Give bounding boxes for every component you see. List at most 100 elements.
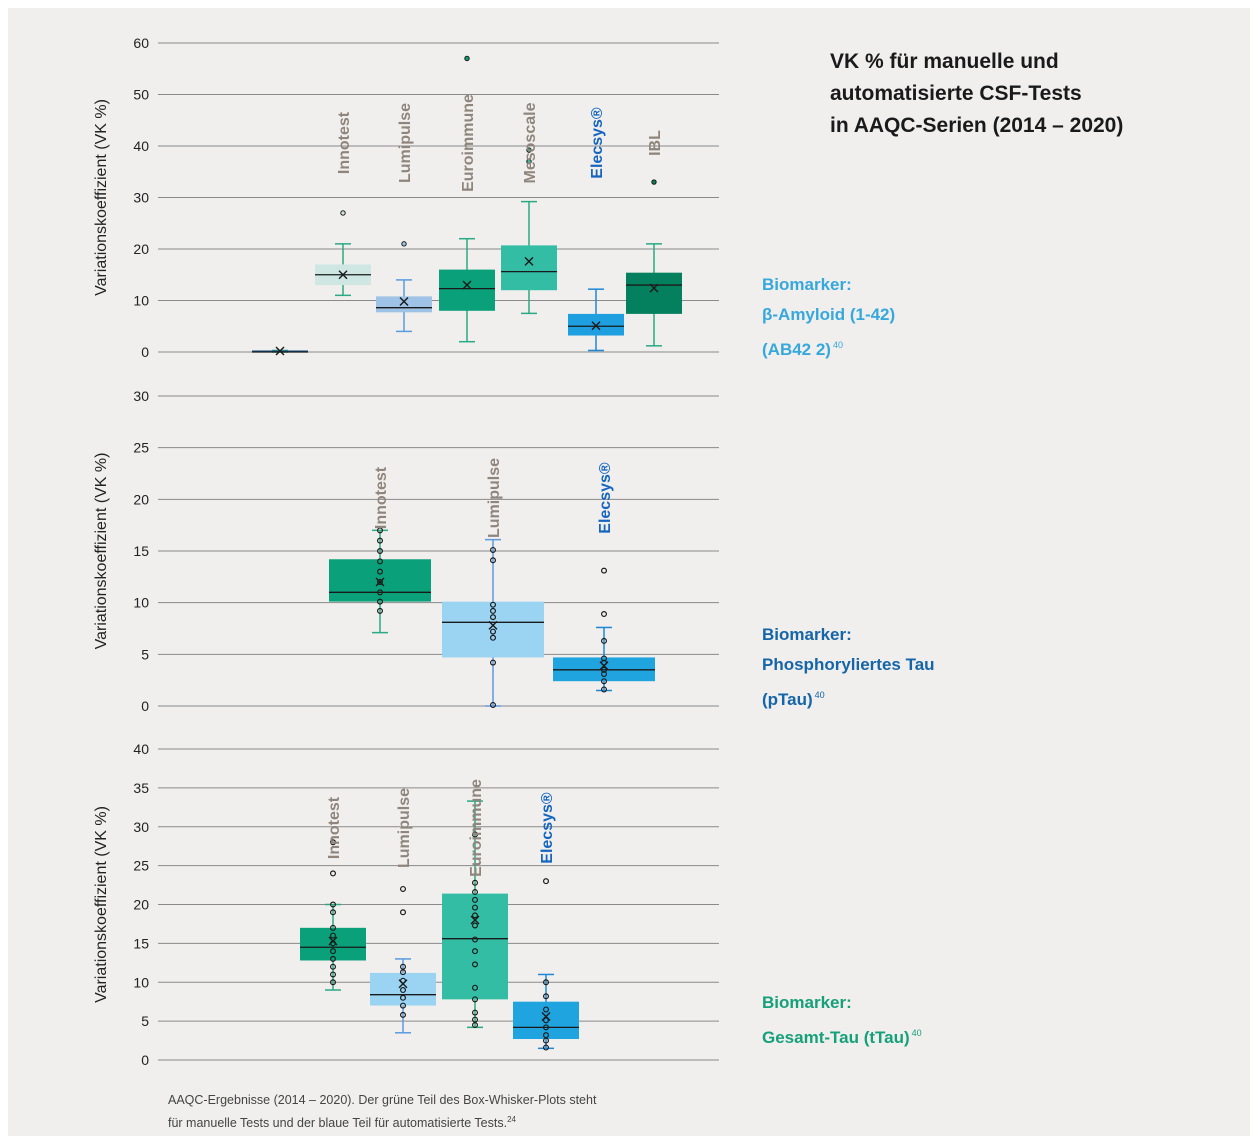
y-tick-label: 50 bbox=[133, 87, 149, 103]
box-lumipulse: Lumipulse bbox=[442, 458, 544, 708]
y-tick-label: 5 bbox=[141, 646, 149, 662]
data-point bbox=[542, 1032, 549, 1039]
caption-line-1: AAQC-Ergebnisse (2014 – 2020). Der grüne… bbox=[168, 1093, 597, 1107]
data-point bbox=[472, 1016, 479, 1023]
data-point bbox=[330, 901, 337, 908]
outlier-point bbox=[464, 55, 470, 62]
data-point bbox=[490, 614, 497, 621]
category-label: Elecsys® bbox=[589, 107, 606, 179]
figure-panel: VK % für manuelle und automatisierte CSF… bbox=[8, 8, 1250, 1136]
box-mesoscale: Mesoscale bbox=[501, 102, 557, 315]
category-label: Lumipulse bbox=[396, 788, 413, 868]
data-point bbox=[490, 607, 497, 614]
data-point bbox=[377, 547, 384, 554]
caption-line-2: für manuelle Tests und der blaue Teil fü… bbox=[168, 1116, 508, 1131]
data-point bbox=[542, 878, 549, 885]
data-point bbox=[472, 912, 479, 919]
box-euroimmune: Euroimmune bbox=[439, 55, 495, 343]
biomarker-ttau-line-1: Biomarker: bbox=[762, 993, 852, 1012]
box-rect bbox=[626, 272, 682, 314]
category-label: Elecsys® bbox=[539, 792, 556, 864]
category-label: Euroimmune bbox=[460, 94, 477, 192]
data-point bbox=[400, 1002, 407, 1009]
data-point bbox=[490, 659, 497, 666]
data-point bbox=[600, 611, 607, 618]
y-tick-label: 10 bbox=[133, 595, 149, 611]
biomarker-ptau-line-2: Phosphoryliertes Tau bbox=[762, 655, 935, 674]
biomarker-abeta-ref: 40 bbox=[832, 340, 843, 350]
data-point bbox=[330, 971, 337, 978]
data-point bbox=[330, 870, 337, 877]
category-label: Innotest bbox=[336, 111, 353, 174]
mean-marker bbox=[375, 577, 385, 587]
mean-marker bbox=[462, 280, 472, 290]
data-point bbox=[377, 598, 384, 605]
title-line-2: automatisierte CSF-Tests bbox=[830, 82, 1082, 105]
biomarker-abeta-line-1: Biomarker: bbox=[762, 275, 852, 294]
y-tick-label: 5 bbox=[141, 1013, 149, 1029]
data-point bbox=[472, 889, 479, 896]
y-tick-label: 15 bbox=[133, 935, 149, 951]
data-point bbox=[330, 932, 337, 939]
figure-caption: AAQC-Ergebnisse (2014 – 2020). Der grüne… bbox=[168, 1090, 596, 1133]
y-tick-label: 0 bbox=[141, 698, 149, 714]
category-label: Lumipulse bbox=[486, 458, 503, 538]
biomarker-label-ttau: Biomarker: Gesamt-Tau (tTau) 40 bbox=[762, 988, 922, 1053]
outlier-point bbox=[526, 147, 532, 153]
data-point bbox=[472, 831, 479, 838]
data-point bbox=[600, 666, 607, 673]
data-point bbox=[490, 546, 497, 553]
data-point bbox=[330, 955, 337, 962]
box-elecsys: Elecsys® bbox=[553, 462, 655, 693]
data-point bbox=[472, 1009, 479, 1016]
box-unnamed bbox=[252, 346, 308, 356]
category-label: IBL bbox=[647, 130, 664, 156]
biomarker-ttau-ref: 40 bbox=[911, 1028, 922, 1038]
box-lumipulse: Lumipulse bbox=[370, 788, 436, 1034]
data-point bbox=[600, 655, 607, 662]
category-label: Mesoscale bbox=[522, 102, 539, 183]
box-innotest: Innotest bbox=[329, 466, 431, 634]
box-elecsys: Elecsys® bbox=[513, 792, 579, 1051]
data-point bbox=[472, 961, 479, 968]
y-tick-label: 20 bbox=[133, 897, 149, 913]
y-tick-label: 20 bbox=[133, 241, 149, 257]
biomarker-ptau-ref: 40 bbox=[814, 690, 825, 700]
mean-marker bbox=[338, 270, 348, 280]
data-point bbox=[472, 904, 479, 911]
data-point bbox=[542, 1006, 549, 1013]
data-point bbox=[472, 1022, 479, 1029]
outlier-point bbox=[526, 158, 532, 165]
data-point bbox=[490, 634, 497, 641]
y-tick-label: 30 bbox=[133, 819, 149, 835]
mean-marker bbox=[599, 661, 609, 671]
data-point bbox=[600, 686, 607, 693]
data-point bbox=[330, 963, 337, 970]
data-point bbox=[472, 948, 479, 955]
data-point bbox=[400, 994, 407, 1001]
data-point bbox=[330, 924, 337, 931]
figure-title: VK % für manuelle und automatisierte CSF… bbox=[830, 46, 1123, 142]
box-rect bbox=[439, 269, 495, 311]
y-tick-label: 30 bbox=[133, 190, 149, 206]
biomarker-ptau-line-3: (pTau) bbox=[762, 690, 813, 709]
mean-marker bbox=[488, 620, 498, 630]
biomarker-abeta-line-2: β-Amyloid (1-42) bbox=[762, 305, 896, 324]
chart-2: 0 5 10 15 20 25 30 Variationskoeffizient (VK %)… bbox=[93, 388, 719, 714]
mean-marker bbox=[398, 979, 408, 989]
data-point bbox=[542, 1044, 549, 1051]
mean-marker bbox=[541, 1011, 551, 1021]
y-tick-label: 15 bbox=[133, 543, 149, 559]
y-tick-label: 0 bbox=[141, 1052, 149, 1068]
data-point bbox=[472, 996, 479, 1003]
biomarker-label-abeta: Biomarker: β-Amyloid (1-42) (AB42 2) 40 bbox=[762, 270, 895, 365]
data-point bbox=[542, 993, 549, 1000]
data-point bbox=[472, 984, 479, 991]
title-line-3: in AAQC-Serien (2014 – 2020) bbox=[830, 114, 1124, 137]
y-axis-label: Variationskoeffizient (VK %) bbox=[93, 453, 110, 650]
category-label: Elecsys® bbox=[597, 462, 614, 534]
mean-marker bbox=[399, 297, 409, 307]
data-point bbox=[490, 557, 497, 564]
biomarker-abeta-line-3: (AB42 2) bbox=[762, 340, 831, 359]
